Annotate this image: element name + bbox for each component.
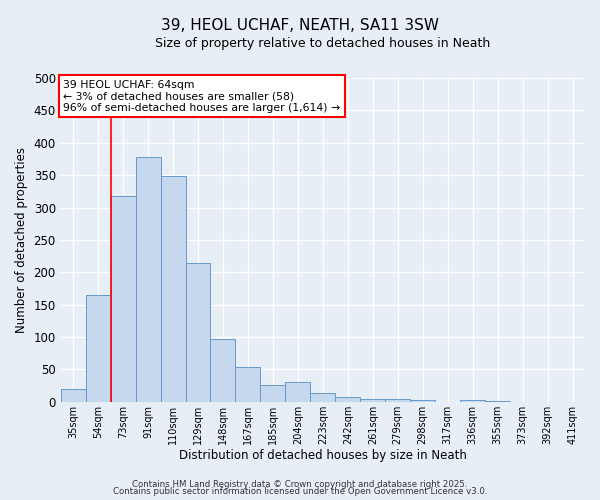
Bar [310, 392, 335, 402]
Bar [260, 385, 286, 402]
Text: 39 HEOL UCHAF: 64sqm
← 3% of detached houses are smaller (58)
96% of semi-detach: 39 HEOL UCHAF: 64sqm ← 3% of detached ho… [63, 80, 340, 113]
Text: Contains HM Land Registry data © Crown copyright and database right 2025.: Contains HM Land Registry data © Crown c… [132, 480, 468, 489]
Title: Size of property relative to detached houses in Neath: Size of property relative to detached ho… [155, 38, 490, 51]
Bar [211, 339, 235, 402]
Text: 39, HEOL UCHAF, NEATH, SA11 3SW: 39, HEOL UCHAF, NEATH, SA11 3SW [161, 18, 439, 32]
Y-axis label: Number of detached properties: Number of detached properties [15, 147, 28, 333]
Bar [136, 157, 161, 402]
Bar [360, 398, 385, 402]
Text: Contains public sector information licensed under the Open Government Licence v3: Contains public sector information licen… [113, 488, 487, 496]
Bar [110, 196, 136, 402]
X-axis label: Distribution of detached houses by size in Neath: Distribution of detached houses by size … [179, 450, 467, 462]
Bar [385, 399, 410, 402]
Bar [86, 295, 110, 402]
Bar [185, 262, 211, 402]
Bar [161, 176, 185, 402]
Bar [61, 389, 86, 402]
Bar [460, 400, 485, 402]
Bar [235, 367, 260, 402]
Bar [410, 400, 435, 402]
Bar [485, 401, 510, 402]
Bar [286, 382, 310, 402]
Bar [335, 396, 360, 402]
